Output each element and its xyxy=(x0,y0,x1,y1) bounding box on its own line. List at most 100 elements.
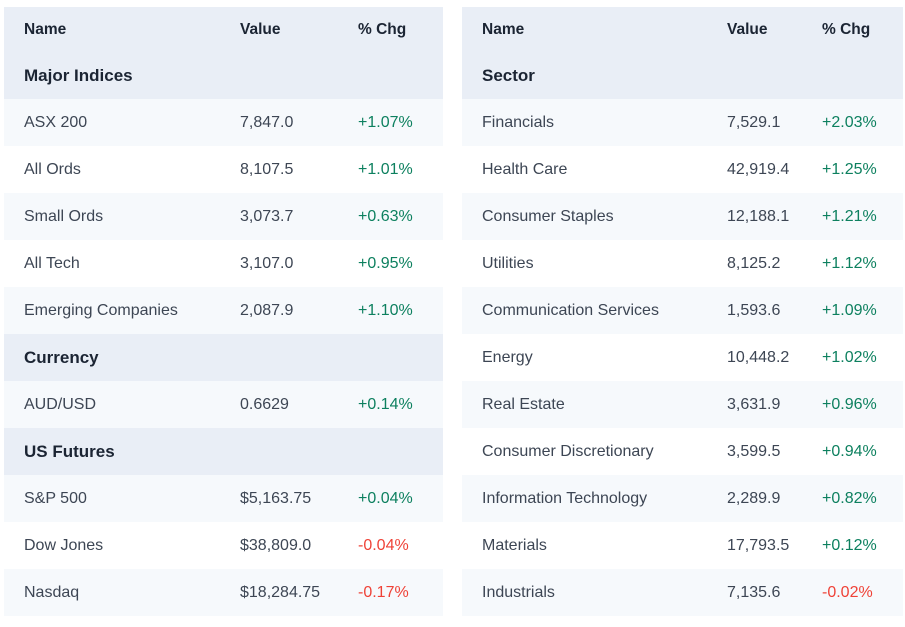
column-header-name: Name xyxy=(24,20,67,38)
instrument-name: Consumer Discretionary xyxy=(482,442,654,460)
instrument-value: 7,135.6 xyxy=(727,583,781,601)
instrument-name: Small Ords xyxy=(24,207,104,225)
instrument-name: Materials xyxy=(482,536,547,554)
table-row: Small Ords 3,073.7 +0.63% xyxy=(4,193,443,240)
section-title: US Futures xyxy=(24,441,115,461)
instrument-name: Communication Services xyxy=(482,301,659,319)
column-header-row: Name Value % Chg xyxy=(4,7,443,52)
instrument-change: +0.96% xyxy=(822,395,877,413)
section-header-row: Sector xyxy=(462,52,903,99)
section-header-row: US Futures xyxy=(4,428,443,475)
instrument-value: 10,448.2 xyxy=(727,348,790,366)
table-row: ASX 200 7,847.0 +1.07% xyxy=(4,99,443,146)
table-row: Nasdaq $18,284.75 -0.17% xyxy=(4,569,443,616)
table-row: All Ords 8,107.5 +1.01% xyxy=(4,146,443,193)
instrument-change: +2.03% xyxy=(822,113,877,131)
instrument-value: 42,919.4 xyxy=(727,160,790,178)
instrument-name: Real Estate xyxy=(482,395,565,413)
instrument-name: Nasdaq xyxy=(24,583,80,601)
instrument-name: Industrials xyxy=(482,583,555,601)
table-row: Communication Services 1,593.6 +1.09% xyxy=(462,287,903,334)
instrument-name: All Tech xyxy=(24,254,80,272)
table-row: All Tech 3,107.0 +0.95% xyxy=(4,240,443,287)
instrument-value: 3,073.7 xyxy=(240,207,294,225)
instrument-change: +1.12% xyxy=(822,254,877,272)
instrument-change: +1.01% xyxy=(358,160,413,178)
instrument-name: Consumer Staples xyxy=(482,207,614,225)
instrument-change: +0.14% xyxy=(358,395,413,413)
instrument-value: 8,107.5 xyxy=(240,160,294,178)
sectors-table: Name Value % Chg Sector Financials 7,529.1… xyxy=(462,7,903,616)
instrument-value: $38,809.0 xyxy=(240,536,312,554)
instrument-name: Health Care xyxy=(482,160,568,178)
instrument-value: 3,631.9 xyxy=(727,395,781,413)
section-title: Sector xyxy=(482,65,535,85)
table-row: Dow Jones $38,809.0 -0.04% xyxy=(4,522,443,569)
instrument-value: $5,163.75 xyxy=(240,489,312,507)
table-row: Financials 7,529.1 +2.03% xyxy=(462,99,903,146)
instrument-change: +0.63% xyxy=(358,207,413,225)
instrument-name: Utilities xyxy=(482,254,534,272)
instrument-change: +0.12% xyxy=(822,536,877,554)
instrument-change: +0.94% xyxy=(822,442,877,460)
table-row: Utilities 8,125.2 +1.12% xyxy=(462,240,903,287)
instrument-change: -0.17% xyxy=(358,583,409,601)
instrument-value: $18,284.75 xyxy=(240,583,321,601)
instrument-change: -0.04% xyxy=(358,536,409,554)
instrument-change: +1.10% xyxy=(358,301,413,319)
section-header-row: Currency xyxy=(4,334,443,381)
section-title: Currency xyxy=(24,347,99,367)
instrument-name: Energy xyxy=(482,348,533,366)
column-header-chg: % Chg xyxy=(358,20,407,38)
table-row: Energy 10,448.2 +1.02% xyxy=(462,334,903,381)
instrument-name: All Ords xyxy=(24,160,81,178)
table-row: Materials 17,793.5 +0.12% xyxy=(462,522,903,569)
table-row: Emerging Companies 2,087.9 +1.10% xyxy=(4,287,443,334)
instrument-value: 12,188.1 xyxy=(727,207,790,225)
instrument-change: +0.04% xyxy=(358,489,413,507)
instrument-name: S&P 500 xyxy=(24,489,87,507)
instrument-name: AUD/USD xyxy=(24,395,97,413)
instrument-change: +0.82% xyxy=(822,489,877,507)
instrument-value: 17,793.5 xyxy=(727,536,790,554)
instrument-value: 0.6629 xyxy=(240,395,289,413)
instrument-change: -0.02% xyxy=(822,583,873,601)
instrument-change: +1.07% xyxy=(358,113,413,131)
table-row: Industrials 7,135.6 -0.02% xyxy=(462,569,903,616)
instrument-value: 2,289.9 xyxy=(727,489,781,507)
table-body: Major Indices ASX 200 7,847.0 +1.07% All Ord… xyxy=(4,52,443,616)
table-row: Health Care 42,919.4 +1.25% xyxy=(462,146,903,193)
column-header-value: Value xyxy=(727,20,768,38)
table-row: Consumer Staples 12,188.1 +1.21% xyxy=(462,193,903,240)
table-row: Information Technology 2,289.9 +0.82% xyxy=(462,475,903,522)
table-row: Consumer Discretionary 3,599.5 +0.94% xyxy=(462,428,903,475)
section-title: Major Indices xyxy=(24,65,133,85)
column-header-value: Value xyxy=(240,20,281,38)
table-body: Sector Financials 7,529.1 +2.03% Health Care… xyxy=(462,52,903,616)
instrument-value: 3,107.0 xyxy=(240,254,294,272)
instrument-value: 3,599.5 xyxy=(727,442,781,460)
instrument-change: +1.09% xyxy=(822,301,877,319)
market-overview-table: Name Value % Chg Major Indices ASX 200 7,8… xyxy=(4,7,443,616)
instrument-name: Dow Jones xyxy=(24,536,104,554)
instrument-name: Financials xyxy=(482,113,555,131)
column-header-row: Name Value % Chg xyxy=(462,7,903,52)
instrument-name: Information Technology xyxy=(482,489,648,507)
section-header-row: Major Indices xyxy=(4,52,443,99)
instrument-value: 2,087.9 xyxy=(240,301,294,319)
column-header-name: Name xyxy=(482,20,525,38)
instrument-change: +1.25% xyxy=(822,160,877,178)
table-row: AUD/USD 0.6629 +0.14% xyxy=(4,381,443,428)
table-row: S&P 500 $5,163.75 +0.04% xyxy=(4,475,443,522)
instrument-value: 1,593.6 xyxy=(727,301,781,319)
instrument-value: 7,847.0 xyxy=(240,113,294,131)
instrument-change: +0.95% xyxy=(358,254,413,272)
instrument-value: 8,125.2 xyxy=(727,254,781,272)
instrument-change: +1.02% xyxy=(822,348,877,366)
table-row: Real Estate 3,631.9 +0.96% xyxy=(462,381,903,428)
instrument-change: +1.21% xyxy=(822,207,877,225)
column-header-chg: % Chg xyxy=(822,20,871,38)
instrument-name: Emerging Companies xyxy=(24,301,178,319)
instrument-name: ASX 200 xyxy=(24,113,88,131)
